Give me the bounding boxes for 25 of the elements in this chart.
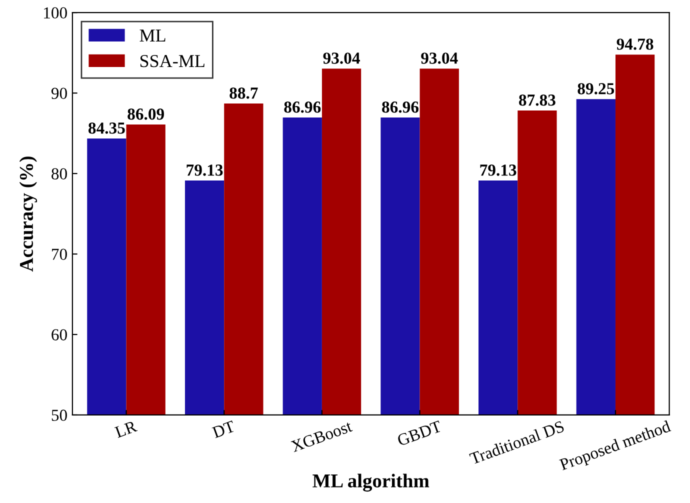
- data-label: 88.7: [230, 87, 258, 99]
- data-label: 93.04: [421, 52, 458, 64]
- x-tick-label: DT: [212, 420, 236, 438]
- y-axis-title: Accuracy (%): [19, 156, 38, 272]
- y-tick-label: 70: [52, 248, 67, 260]
- data-label: 86.09: [128, 108, 164, 120]
- x-tick-label: GBDT: [396, 420, 442, 446]
- y-tick-label: 50: [52, 410, 67, 421]
- data-label: 79.13: [480, 164, 516, 176]
- data-label: 93.04: [323, 52, 360, 64]
- legend-label: SSA-ML: [140, 55, 204, 68]
- data-label: 87.83: [519, 94, 556, 106]
- data-label: 86.96: [382, 102, 418, 113]
- y-tick-label: 100: [44, 7, 67, 19]
- data-label: 86.96: [284, 102, 321, 113]
- y-tick-label: 80: [52, 168, 67, 180]
- y-tick-label: 60: [52, 329, 67, 340]
- legend-label: ML: [140, 30, 166, 42]
- x-axis-title: ML algorithm: [312, 474, 430, 492]
- data-label: 89.25: [578, 83, 614, 94]
- data-label: 84.35: [88, 122, 125, 134]
- x-tick-label: LR: [114, 420, 138, 438]
- y-tick-label: 90: [51, 88, 67, 99]
- data-label: 79.13: [186, 164, 223, 176]
- data-label: 94.78: [616, 38, 654, 50]
